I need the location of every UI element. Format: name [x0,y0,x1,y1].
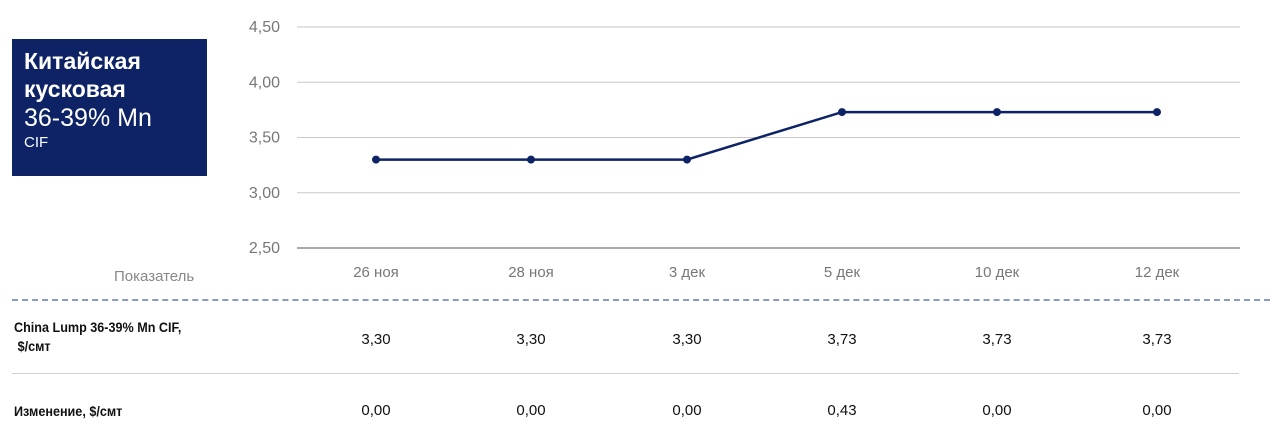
data-point [1153,108,1161,117]
y-tick-label: 3,50 [249,130,280,147]
x-tick-label: 28 ноя [508,264,554,281]
y-tick-label: 4,50 [249,19,280,36]
table-cell: 3,73 [982,331,1012,348]
title-line-2: кусковая [24,76,126,102]
x-tick-label: 10 дек [975,264,1020,281]
line-chart: 2,50 3,00 3,50 4,00 4,50 26 ноя 28 ноя 3 дек 5 … [249,19,1240,281]
y-tick-label: 2,50 [249,240,280,257]
x-tick-label: 3 дек [669,264,706,281]
data-point [993,108,1001,117]
table-cell: 0,00 [982,402,1012,419]
x-tick-label: 5 дек [824,264,861,281]
chart-title-box: Китайская кусковая 36-39% Mn CIF [12,39,207,176]
x-tick-label: 12 дек [1135,264,1180,281]
x-tick-label: 26 ноя [353,264,399,281]
table-cell: 3,30 [361,331,391,348]
indicator-label: Показатель [114,268,195,285]
title-line-3: 36-39% Mn [24,104,152,132]
data-point [838,108,846,117]
data-point [372,155,380,164]
row-label-price: China Lump 36-39% Mn CIF, $/смт [14,318,181,356]
title-line-4: CIF [24,134,49,151]
dashed-separator [12,299,1270,301]
table-cell: 0,43 [827,402,857,419]
chart-series [372,108,1161,164]
table-cell: 0,00 [1142,402,1172,419]
y-axis-ticks: 2,50 3,00 3,50 4,00 4,50 [249,19,280,257]
table-cell: 0,00 [516,402,546,419]
title-line-1: Китайская [24,48,141,74]
y-tick-label: 4,00 [249,74,280,91]
data-point [683,155,691,164]
y-tick-label: 3,00 [249,185,280,202]
table-cell: 3,73 [827,331,857,348]
row-label-price-line1: China Lump 36-39% Mn CIF, [14,319,182,335]
table-cell: 3,73 [1142,331,1172,348]
table-cell: 3,30 [672,331,702,348]
row-label-change-line1: Изменение, $/смт [14,403,123,419]
chart-grid [297,26,1240,249]
table-cell: 3,30 [516,331,546,348]
series-line [376,110,1157,161]
x-axis-ticks: 26 ноя 28 ноя 3 дек 5 дек 10 дек 12 дек [353,264,1179,281]
row-label-price-line2: $/смт [17,338,51,354]
row-label-change: Изменение, $/смт [14,402,122,421]
data-point [527,155,535,164]
table-cell: 0,00 [361,402,391,419]
table-cell: 0,00 [672,402,702,419]
row-divider [12,373,1239,374]
